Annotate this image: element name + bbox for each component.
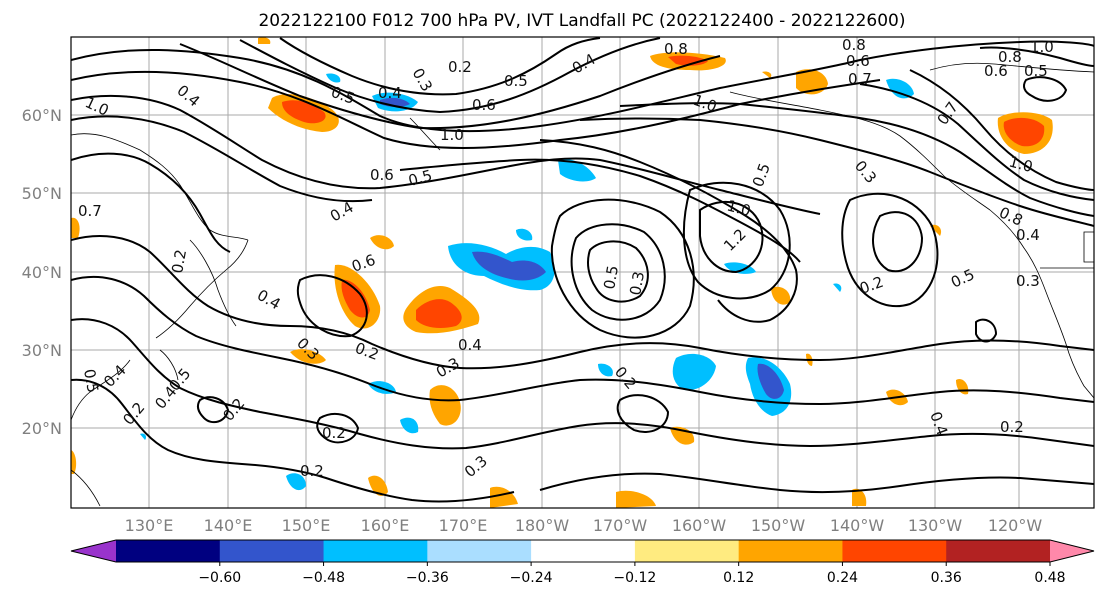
contour-label: 0.8: [998, 48, 1022, 66]
colorbar-swatch: [531, 540, 636, 562]
colorbar-swatch: [427, 540, 532, 562]
lat-label: 40°N: [22, 263, 62, 282]
longitude-labels: 130°E 140°E 150°E 160°E 170°E 180°W 170°…: [125, 516, 1043, 535]
lon-label: 170°E: [439, 516, 488, 535]
contour-label: 0.8: [664, 40, 688, 58]
colorbar-swatch: [219, 540, 325, 562]
map-frame: [70, 36, 1095, 509]
contour-label: 0.7: [848, 70, 872, 88]
contour-label: 0.2: [300, 462, 324, 480]
contour-label: 0.5: [504, 72, 528, 90]
contour-label: 0.4: [458, 336, 482, 354]
pc-shading: [71, 37, 1053, 508]
lon-label: 130°E: [125, 516, 174, 535]
contour-label: 0.3: [626, 270, 648, 297]
colorbar-tick-label: 0.48: [1034, 570, 1065, 586]
colorbar-swatch: [116, 540, 221, 562]
contour-label: 0.4: [1016, 226, 1040, 244]
contour-label: 1.0: [1007, 152, 1035, 176]
colorbar-tick-label: 0.12: [723, 570, 754, 586]
lon-label: 150°W: [751, 516, 806, 535]
colorbar-extension-high: [1050, 540, 1094, 562]
contour-label: 0.5: [1024, 62, 1048, 80]
colorbar-swatch: [634, 540, 740, 562]
lon-label: 150°E: [282, 516, 331, 535]
lon-label: 130°W: [908, 516, 963, 535]
contour-label: 0.2: [448, 58, 472, 76]
contour-label: 0.5: [80, 368, 102, 395]
colorbar-tick-label: −0.48: [302, 570, 345, 586]
pv-contours: [71, 37, 1094, 503]
contour-label: 0.2: [322, 424, 346, 442]
contour-label: 0.5: [406, 166, 434, 190]
colorbar-swatch: [323, 540, 428, 562]
contour-label: 0.3: [1016, 272, 1040, 290]
colorbar-extension-low: [71, 540, 116, 562]
colorbar-swatch: [946, 540, 1051, 562]
lon-label: 160°W: [672, 516, 727, 535]
contour-label: 0.6: [370, 166, 394, 184]
contour-label: 0.5: [600, 264, 622, 291]
contour-label: 0.4: [378, 84, 402, 102]
contour-label: 0.2: [168, 248, 190, 275]
lon-label: 120°W: [988, 516, 1043, 535]
contour-label: 0.7: [78, 202, 102, 220]
colorbar-tick-label: −0.12: [613, 570, 656, 586]
colorbar-tick-label: −0.36: [406, 570, 449, 586]
lat-label: 60°N: [22, 106, 62, 125]
lon-label: 160°E: [361, 516, 410, 535]
contour-label: 0.6: [984, 62, 1008, 80]
contour-label: 1.0: [440, 126, 464, 144]
map-title: 2022122100 F012 700 hPa PV, IVT Landfall…: [258, 11, 905, 31]
colorbar-tick-label: 0.24: [827, 570, 858, 586]
colorbar-tick-label: −0.60: [198, 570, 241, 586]
contour-label: 0.6: [472, 96, 496, 114]
colorbar-tick-label: 0.36: [931, 570, 962, 586]
colorbar-swatch: [842, 540, 947, 562]
lat-label: 50°N: [22, 184, 62, 203]
lon-label: 180°W: [515, 516, 570, 535]
lat-label: 20°N: [22, 419, 62, 438]
contour-label: 1.0: [725, 196, 753, 220]
lon-label: 170°W: [593, 516, 648, 535]
latitude-labels: 60°N 50°N 40°N 30°N 20°N: [22, 106, 62, 438]
lon-label: 140°E: [204, 516, 253, 535]
colorbar: −0.60 −0.48 −0.36 −0.24 −0.12 0.12 0.24 0.36 0.4…: [70, 539, 1095, 586]
contour-label: 0.6: [846, 52, 870, 70]
colorbar-tick-label: −0.24: [510, 570, 553, 586]
colorbar-swatch: [738, 540, 843, 562]
contour-label: 1.0: [1030, 38, 1054, 56]
contour-label: 0.2: [1000, 418, 1024, 436]
colorbar-outline: [70, 539, 1095, 563]
lon-label: 140°W: [830, 516, 885, 535]
lat-label: 30°N: [22, 341, 62, 360]
contour-label: 0.8: [842, 36, 866, 54]
